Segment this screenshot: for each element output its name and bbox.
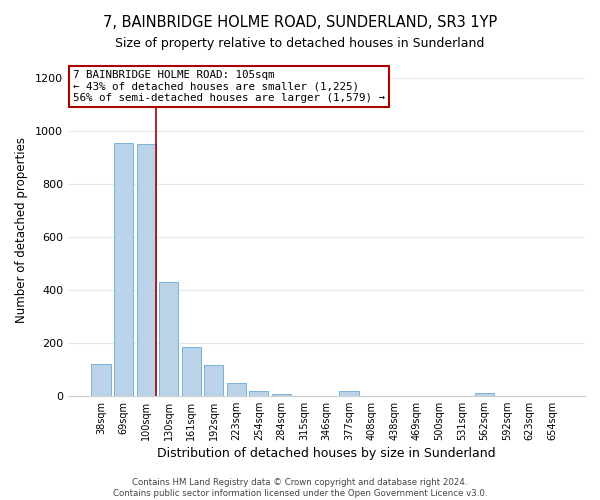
Y-axis label: Number of detached properties: Number of detached properties — [15, 138, 28, 324]
Bar — [91, 364, 110, 396]
Bar — [340, 391, 359, 396]
Bar — [114, 143, 133, 396]
Bar — [272, 394, 291, 396]
Bar — [204, 366, 223, 396]
Text: Contains HM Land Registry data © Crown copyright and database right 2024.
Contai: Contains HM Land Registry data © Crown c… — [113, 478, 487, 498]
Bar — [182, 347, 201, 396]
Text: Size of property relative to detached houses in Sunderland: Size of property relative to detached ho… — [115, 38, 485, 51]
Bar — [159, 282, 178, 396]
Text: 7, BAINBRIDGE HOLME ROAD, SUNDERLAND, SR3 1YP: 7, BAINBRIDGE HOLME ROAD, SUNDERLAND, SR… — [103, 15, 497, 30]
X-axis label: Distribution of detached houses by size in Sunderland: Distribution of detached houses by size … — [157, 447, 496, 460]
Text: 7 BAINBRIDGE HOLME ROAD: 105sqm
← 43% of detached houses are smaller (1,225)
56%: 7 BAINBRIDGE HOLME ROAD: 105sqm ← 43% of… — [73, 70, 385, 103]
Bar — [137, 144, 155, 396]
Bar — [227, 383, 246, 396]
Bar — [475, 392, 494, 396]
Bar — [249, 390, 268, 396]
